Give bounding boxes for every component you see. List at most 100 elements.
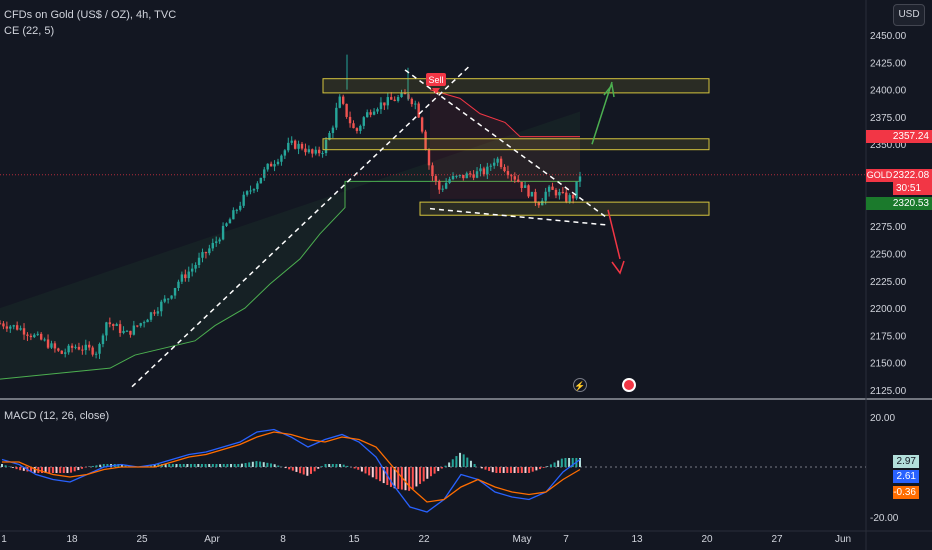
candle-body [355,128,359,131]
symbol-legend[interactable]: CFDs on Gold (US$ / OZ), 4h, TVC [4,9,177,21]
candle-body [201,252,204,258]
time-tick-label: 27 [771,534,783,545]
price-tick-label: 2225.00 [870,277,907,288]
candle-body [0,323,2,325]
candle-body [482,168,486,175]
candle-body [479,168,482,172]
candle-body [36,333,39,335]
candle-body [74,346,77,348]
candle-body [149,312,153,320]
candle-body [256,183,259,190]
candle-body [108,322,112,325]
candle-body [218,239,221,242]
bullish-arrow [591,81,613,145]
bearish-arrowhead [611,260,625,275]
candle-body [180,274,184,282]
candle-body [98,344,101,354]
candle-body [414,103,417,105]
macd-pane [0,402,866,528]
candle-body [156,311,160,314]
time-tick-label: Jun [835,534,851,545]
candle-body [139,323,142,326]
candle-body [403,93,407,95]
candle-body [39,333,43,340]
candle-body [136,325,139,327]
price-tick-label: 2150.00 [870,359,907,370]
candle-body [438,181,441,190]
candle-body [221,225,225,240]
candle-body [153,312,156,314]
candle-body [376,109,379,112]
candle-body [70,345,74,348]
candle-body [118,324,122,333]
candle-body [235,209,239,211]
candle-body [297,143,300,149]
candle-body [197,257,201,265]
candle-body [15,325,19,330]
candle-body [551,186,554,190]
candle-body [311,149,314,154]
candle-body [273,164,276,167]
ce-indicator-legend[interactable]: CE (22, 5) [4,25,55,37]
time-tick-label: 25 [136,534,148,545]
price-tick-label: 2275.00 [870,222,907,233]
candle-body [263,169,266,178]
lightning-icon[interactable]: ⚡ [573,378,587,392]
price-tick-label: 2450.00 [870,31,907,42]
candle-body [547,186,551,192]
candle-body [60,350,63,354]
candle-body [534,191,537,203]
price-tick-label: 2200.00 [870,304,907,315]
candle-body [33,334,36,338]
candle-body [410,98,414,105]
us-flag-icon[interactable] [622,378,636,392]
macd-tick-label: -20.00 [870,513,899,524]
ce-stop-price-tag: 2357.24 [866,130,932,143]
price-pane [0,0,866,398]
time-tick-label: 22 [418,534,430,545]
macd-indicator-legend[interactable]: MACD (12, 26, close) [4,410,110,422]
candle-body [441,188,444,190]
time-tick-label: Apr [204,534,220,545]
time-tick-label: 1 [1,534,7,545]
candle-body [215,241,218,243]
candle-body [506,171,510,176]
candle-body [170,295,173,299]
candle-body [280,155,283,162]
candle-body [290,140,293,143]
candle-body [468,173,472,175]
candle-body [53,343,57,349]
candle-body [331,127,335,134]
candle-body [455,175,458,177]
currency-button[interactable]: USD [893,4,925,26]
candle-body [359,125,362,131]
candle-body [84,344,87,351]
candle-body [420,117,424,132]
candle-body [190,268,194,272]
candle-body [22,328,26,335]
candle-body [366,112,369,118]
candle-body [328,133,331,140]
candle-body [81,349,84,351]
bearish-arrow [607,209,621,260]
candle-body [166,298,170,300]
candle-body [575,181,578,199]
candle-body [434,176,438,182]
candle-body [57,348,60,351]
candle-body [369,112,372,115]
candle-body [5,326,9,329]
price-tick-label: 2175.00 [870,331,907,342]
candle-body [348,116,352,124]
last-price-tag: 2322.08 [893,169,932,182]
price-zone [419,201,710,216]
candle-body [88,344,91,348]
time-tick-label: 20 [701,534,713,545]
macd-histogram-tag: 2.97 [893,455,919,468]
candle-body [458,174,462,176]
price-tick-label: 2375.00 [870,113,907,124]
candle-body [465,173,468,179]
candle-body [252,189,256,191]
candle-body [269,163,273,167]
time-tick-label: 18 [66,534,78,545]
